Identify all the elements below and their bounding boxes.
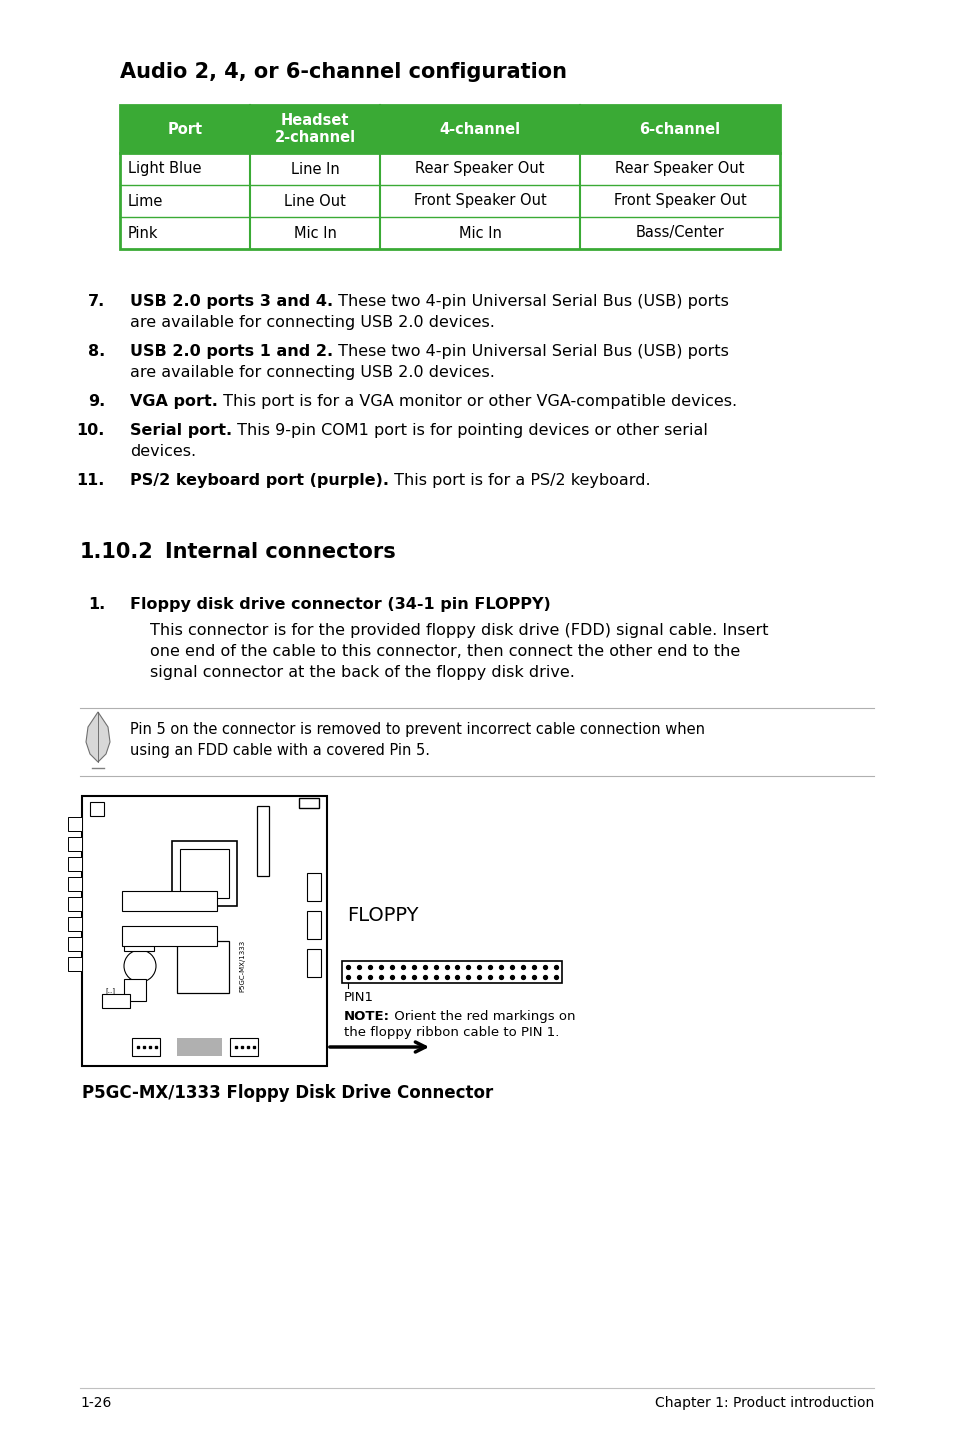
Bar [102,994,130,1008]
Text: are available for connecting USB 2.0 devices.: are available for connecting USB 2.0 dev… [130,315,495,329]
Text: devices.: devices. [130,444,196,459]
Text: Mic In: Mic In [458,226,501,240]
Bar [307,912,320,939]
Bar [122,892,216,912]
Bar [298,798,318,808]
Text: Mic In: Mic In [294,226,336,240]
Text: Chapter 1: Product introduction: Chapter 1: Product introduction [654,1396,873,1411]
Text: PIN1: PIN1 [344,991,374,1004]
Bar [132,1038,160,1055]
Polygon shape [86,712,110,762]
Text: Line Out: Line Out [284,194,346,209]
Text: Pink: Pink [128,226,158,240]
Bar [230,1038,257,1055]
Bar [68,897,82,912]
Text: This port is for a VGA monitor or other VGA-compatible devices.: This port is for a VGA monitor or other … [217,394,737,408]
Text: Bass/Center: Bass/Center [635,226,723,240]
Bar [68,817,82,831]
Text: Lime: Lime [128,194,163,209]
Bar [256,807,269,876]
Text: 7.: 7. [88,293,105,309]
Text: using an FDD cable with a covered Pin 5.: using an FDD cable with a covered Pin 5. [130,743,430,758]
Text: signal connector at the back of the floppy disk drive.: signal connector at the back of the flop… [150,664,575,680]
Text: 1.: 1. [88,597,105,613]
Text: 11.: 11. [76,473,105,487]
Bar [341,961,561,984]
Text: Light Blue: Light Blue [128,161,201,177]
Text: FLOPPY: FLOPPY [347,906,418,925]
Text: Rear Speaker Out: Rear Speaker Out [615,161,744,177]
Text: Line In: Line In [291,161,339,177]
Bar [177,940,229,994]
Text: VGA port.: VGA port. [130,394,217,408]
Bar [68,857,82,871]
Bar [120,105,780,249]
Text: Audio 2, 4, or 6-channel configuration: Audio 2, 4, or 6-channel configuration [120,62,566,82]
Bar [68,917,82,930]
Text: 10.: 10. [76,423,105,439]
Text: 1-26: 1-26 [80,1396,112,1411]
Text: PS/2 keyboard port (purple).: PS/2 keyboard port (purple). [130,473,389,487]
Text: These two 4-pin Universal Serial Bus (USB) ports: These two 4-pin Universal Serial Bus (US… [333,293,728,309]
Bar [120,217,780,249]
Text: Port: Port [168,121,202,137]
Bar [68,877,82,892]
Text: This port is for a PS/2 keyboard.: This port is for a PS/2 keyboard. [389,473,650,487]
Text: NOTE:: NOTE: [344,1009,390,1022]
Text: [..]: [..] [105,988,115,994]
Bar [120,105,780,152]
Text: USB 2.0 ports 1 and 2.: USB 2.0 ports 1 and 2. [130,344,333,360]
Text: USB 2.0 ports 3 and 4.: USB 2.0 ports 3 and 4. [130,293,333,309]
Text: are available for connecting USB 2.0 devices.: are available for connecting USB 2.0 dev… [130,365,495,380]
Text: This 9-pin COM1 port is for pointing devices or other serial: This 9-pin COM1 port is for pointing dev… [232,423,707,439]
Bar [82,797,327,1066]
Bar [68,938,82,951]
Text: This connector is for the provided floppy disk drive (FDD) signal cable. Insert: This connector is for the provided flopp… [150,623,768,638]
Bar [68,958,82,971]
Bar [172,841,236,906]
Bar [68,837,82,851]
Text: 6-channel: 6-channel [639,121,720,137]
Text: Internal connectors: Internal connectors [165,542,395,562]
Text: These two 4-pin Universal Serial Bus (USB) ports: These two 4-pin Universal Serial Bus (US… [333,344,728,360]
Text: Front Speaker Out: Front Speaker Out [414,194,546,209]
Bar [177,1038,222,1055]
Bar [90,802,104,815]
Text: Rear Speaker Out: Rear Speaker Out [415,161,544,177]
Text: one end of the cable to this connector, then connect the other end to the: one end of the cable to this connector, … [150,644,740,659]
Bar [180,848,229,897]
Text: the floppy ribbon cable to PIN 1.: the floppy ribbon cable to PIN 1. [344,1025,558,1040]
Text: P5GC-MX/1333 Floppy Disk Drive Connector: P5GC-MX/1333 Floppy Disk Drive Connector [82,1084,493,1102]
Text: Orient the red markings on: Orient the red markings on [390,1009,575,1022]
Bar [124,929,153,951]
Circle shape [124,951,156,982]
Text: Front Speaker Out: Front Speaker Out [613,194,745,209]
Text: Pin 5 on the connector is removed to prevent incorrect cable connection when: Pin 5 on the connector is removed to pre… [130,722,704,738]
Text: 4-channel: 4-channel [439,121,520,137]
Bar [307,949,320,976]
Text: 8.: 8. [88,344,105,360]
Bar [307,873,320,902]
Bar [120,152,780,186]
Text: Serial port.: Serial port. [130,423,232,439]
Bar [124,979,146,1001]
Text: 9.: 9. [88,394,105,408]
Text: P5GC-MX/1333: P5GC-MX/1333 [239,940,245,992]
Bar [122,926,216,946]
Text: Headset
2-channel: Headset 2-channel [274,112,355,145]
Bar [120,186,780,217]
Text: 1.10.2: 1.10.2 [80,542,153,562]
Text: Floppy disk drive connector (34-1 pin FLOPPY): Floppy disk drive connector (34-1 pin FL… [130,597,550,613]
